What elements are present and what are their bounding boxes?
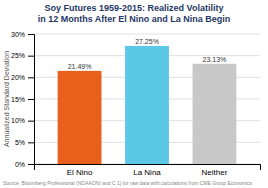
- y-tick-mark: [28, 142, 34, 143]
- y-axis: 0% 5% 10% 15% 20% 25% 30%: [11, 31, 35, 168]
- data-label: 27.25%: [135, 38, 159, 45]
- bar: [125, 46, 169, 164]
- y-tick: 20%: [11, 74, 34, 81]
- grid-line: [34, 34, 260, 35]
- x-tick: El Nino: [67, 168, 93, 177]
- y-axis-line: [28, 35, 35, 165]
- y-tick-label: 0%: [15, 161, 25, 168]
- y-tick: 5%: [15, 139, 34, 146]
- data-label: 21.49%: [68, 63, 92, 70]
- y-tick: 15%: [11, 96, 34, 103]
- y-tick-mark: [28, 99, 34, 100]
- x-tick-label: Neither: [202, 168, 228, 177]
- x-tick-label: La Nina: [133, 168, 161, 177]
- title: Soy Futures 1959-2015: Realized Volatili…: [45, 3, 224, 13]
- y-tick-label: 20%: [11, 74, 25, 81]
- y-tick-mark: [28, 164, 34, 165]
- y-tick-mark: [28, 77, 34, 78]
- chart-svg: Soy Futures 1959-2015: Realized Volatili…: [0, 0, 268, 188]
- plot-area: 21.49% 27.25% 23.13% 0% 5% 10% 15% 20% 25% 30% El …: [11, 31, 261, 177]
- y-tick-mark: [28, 56, 34, 57]
- subtitle: in 12 Months After El Nino and La Nina B…: [38, 14, 231, 24]
- bar: [193, 64, 237, 164]
- y-tick-label: 15%: [11, 96, 25, 103]
- data-label: 23.13%: [203, 56, 227, 63]
- x-tick: Neither: [202, 168, 228, 177]
- y-axis-title: Annualized Standard Deviation: [3, 51, 10, 147]
- data-labels: 21.49% 27.25% 23.13%: [68, 38, 227, 70]
- y-tick-label: 25%: [11, 52, 25, 59]
- grid: [34, 34, 260, 164]
- y-tick-label: 30%: [11, 31, 25, 38]
- bars: [58, 46, 237, 164]
- y-tick: 25%: [11, 52, 34, 59]
- y-tick: 10%: [11, 117, 34, 124]
- chart-container: Soy Futures 1959-2015: Realized Volatili…: [0, 0, 268, 188]
- y-tick: 0%: [15, 161, 34, 168]
- bar: [58, 71, 102, 164]
- y-tick: 30%: [11, 31, 34, 38]
- x-tick: La Nina: [133, 168, 161, 177]
- y-tick-mark: [28, 34, 34, 35]
- annotation: Source: Bloomberg Professional (NOAAONI …: [3, 180, 252, 186]
- y-tick-mark: [28, 121, 34, 122]
- y-tick-label: 10%: [11, 117, 25, 124]
- x-axis: El Nino La Nina Neither: [35, 165, 261, 177]
- y-tick-label: 5%: [15, 139, 25, 146]
- x-tick-label: El Nino: [67, 168, 93, 177]
